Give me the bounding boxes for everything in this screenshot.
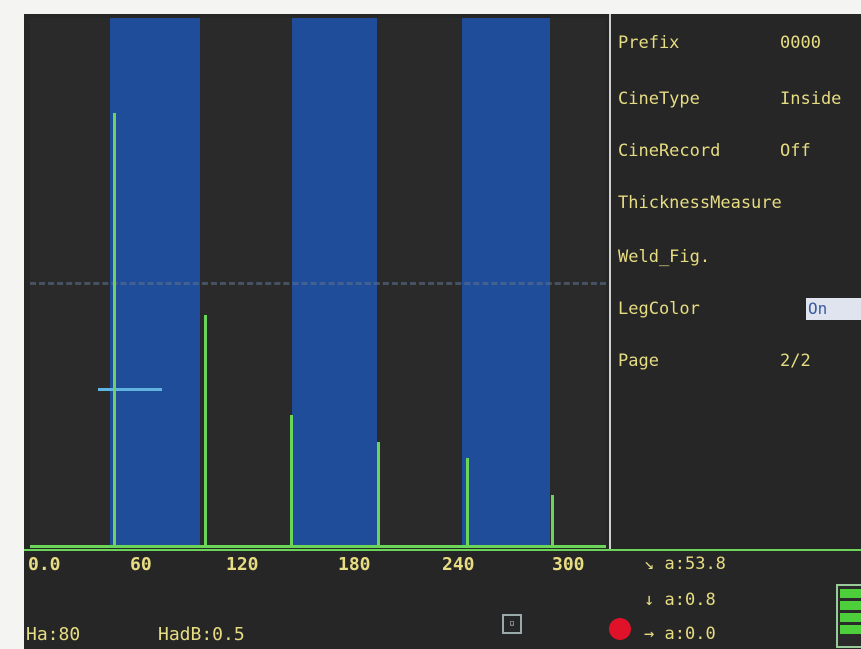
right-arrow-icon: → bbox=[644, 624, 655, 644]
panel-divider bbox=[609, 14, 611, 549]
settings-menu: Prefix 0000 CineType Inside CineRecord O… bbox=[612, 14, 861, 549]
signal-baseline bbox=[30, 545, 606, 548]
menu-item-weld-fig[interactable]: Weld_Fig. bbox=[618, 247, 711, 267]
axis-tick-label: 60 bbox=[130, 554, 152, 575]
angle-readout: ↘ a:53.8 bbox=[644, 554, 726, 574]
axis-tick-label: 120 bbox=[226, 554, 259, 575]
hadb-readout: HadB:0.5 bbox=[158, 624, 245, 645]
menu-item-thickness-measure[interactable]: ThicknessMeasure bbox=[618, 193, 782, 213]
gate-marker[interactable] bbox=[98, 388, 162, 391]
axis-line bbox=[24, 549, 861, 551]
echo-peak bbox=[466, 458, 469, 548]
axis-tick-label: 300 bbox=[552, 554, 585, 575]
menu-item-prefix[interactable]: Prefix 0000 bbox=[618, 33, 821, 53]
menu-item-page[interactable]: Page 2/2 bbox=[618, 351, 811, 371]
record-icon[interactable] bbox=[609, 618, 631, 640]
ha-readout: Ha:80 bbox=[26, 624, 81, 645]
depth-readout: ↓ a:0.8 bbox=[644, 590, 716, 610]
angle-icon: ↘ bbox=[644, 554, 655, 574]
echo-peak bbox=[204, 315, 207, 548]
distance-readout: → a:0.0 bbox=[644, 624, 716, 644]
axis-tick-label: 180 bbox=[338, 554, 371, 575]
down-arrow-icon: ↓ bbox=[644, 590, 655, 610]
legcolor-value-field[interactable]: On bbox=[806, 298, 861, 320]
freeze-icon[interactable]: ▫ bbox=[502, 614, 522, 634]
reference-dotted-line bbox=[30, 282, 606, 285]
echo-peak bbox=[113, 113, 116, 548]
menu-item-legcolor[interactable]: LegColor On bbox=[618, 296, 861, 322]
echo-peak bbox=[551, 495, 554, 548]
menu-item-cinerecord[interactable]: CineRecord Off bbox=[618, 141, 811, 161]
echo-peak bbox=[290, 415, 293, 548]
menu-item-cinetype[interactable]: CineType Inside bbox=[618, 89, 842, 109]
axis-tick-label: 240 bbox=[442, 554, 475, 575]
axis-tick-label: 0.0 bbox=[28, 554, 61, 575]
a-scan-plot bbox=[30, 18, 606, 548]
instrument-screen: Prefix 0000 CineType Inside CineRecord O… bbox=[24, 14, 861, 649]
echo-peak bbox=[377, 442, 380, 548]
battery-icon bbox=[836, 584, 861, 648]
